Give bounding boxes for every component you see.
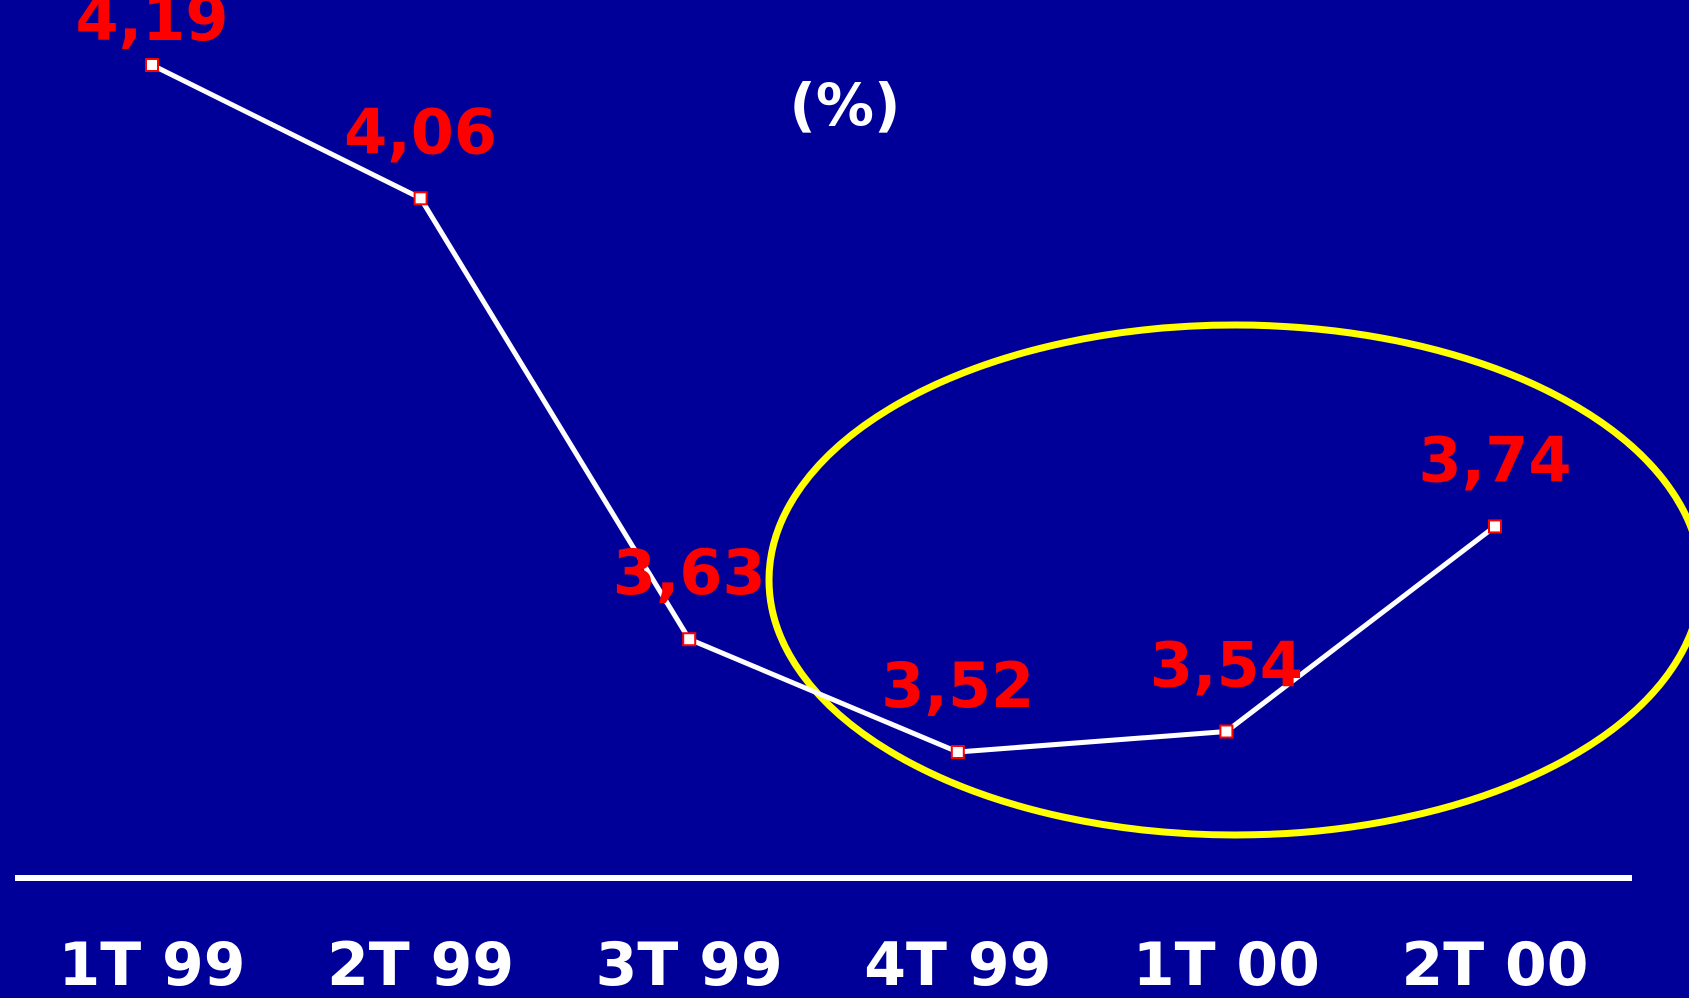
x-tick-label: 1T 00	[1133, 930, 1320, 993]
data-point-marker	[682, 632, 697, 647]
x-tick-label: 2T 99	[327, 930, 514, 993]
data-point-marker	[145, 58, 159, 72]
data-label: 3,52	[881, 649, 1034, 722]
series-line-segment	[150, 62, 422, 201]
series-line-segment	[957, 728, 1227, 755]
highlight-ellipse	[765, 321, 1689, 839]
data-point-marker	[950, 745, 965, 759]
x-tick-label: 4T 99	[864, 930, 1051, 993]
x-tick-label: 1T 99	[58, 930, 245, 993]
highlight-layer	[765, 321, 1689, 839]
data-point-marker	[413, 191, 428, 206]
series-line-segment	[1224, 524, 1497, 734]
series-layer	[145, 58, 1502, 759]
x-tick-label: 2T 00	[1401, 930, 1588, 993]
data-labels: 4,19 4,06 3,63 3,52 3,54 3,74	[76, 0, 1572, 722]
data-label: 4,06	[344, 95, 497, 168]
data-label: 3,54	[1150, 628, 1303, 701]
x-tick-label: 3T 99	[596, 930, 783, 993]
x-axis-tick-labels: 1T 99 2T 99 3T 99 4T 99 1T 00 2T 00	[58, 930, 1588, 998]
chart-title: (%)	[789, 71, 900, 139]
series-line-segment	[688, 636, 959, 755]
series-line-segment	[418, 196, 692, 641]
data-label: 4,19	[76, 0, 229, 55]
data-point-marker	[1219, 724, 1234, 739]
data-label: 3,74	[1419, 423, 1572, 496]
data-point-marker	[1488, 519, 1502, 534]
data-label: 3,63	[613, 536, 766, 609]
